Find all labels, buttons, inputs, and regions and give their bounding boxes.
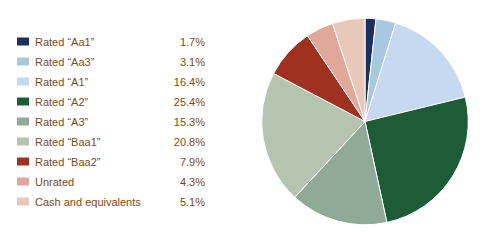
svg-text:Rated “A1”: Rated “A1” xyxy=(35,76,89,88)
svg-text:Unrated: Unrated xyxy=(35,176,74,188)
svg-text:25.4%: 25.4% xyxy=(174,96,205,108)
svg-text:3.1%: 3.1% xyxy=(180,56,205,68)
svg-text:1.7%: 1.7% xyxy=(180,36,205,48)
svg-text:16.4%: 16.4% xyxy=(174,76,205,88)
svg-text:20.8%: 20.8% xyxy=(174,136,205,148)
svg-text:Rated “Baa1”: Rated “Baa1” xyxy=(35,136,101,148)
svg-text:Rated “Aa3”: Rated “Aa3” xyxy=(35,56,95,68)
svg-text:Cash and equivalents: Cash and equivalents xyxy=(35,196,141,208)
svg-text:Rated “Aa1”: Rated “Aa1” xyxy=(35,36,95,48)
svg-text:7.9%: 7.9% xyxy=(180,156,205,168)
svg-text:4.3%: 4.3% xyxy=(180,176,205,188)
svg-text:Rated “A2”: Rated “A2” xyxy=(35,96,89,108)
svg-text:15.3%: 15.3% xyxy=(174,116,205,128)
svg-text:5.1%: 5.1% xyxy=(180,196,205,208)
svg-text:Rated “Baa2”: Rated “Baa2” xyxy=(35,156,101,168)
svg-text:Rated “A3”: Rated “A3” xyxy=(35,116,89,128)
